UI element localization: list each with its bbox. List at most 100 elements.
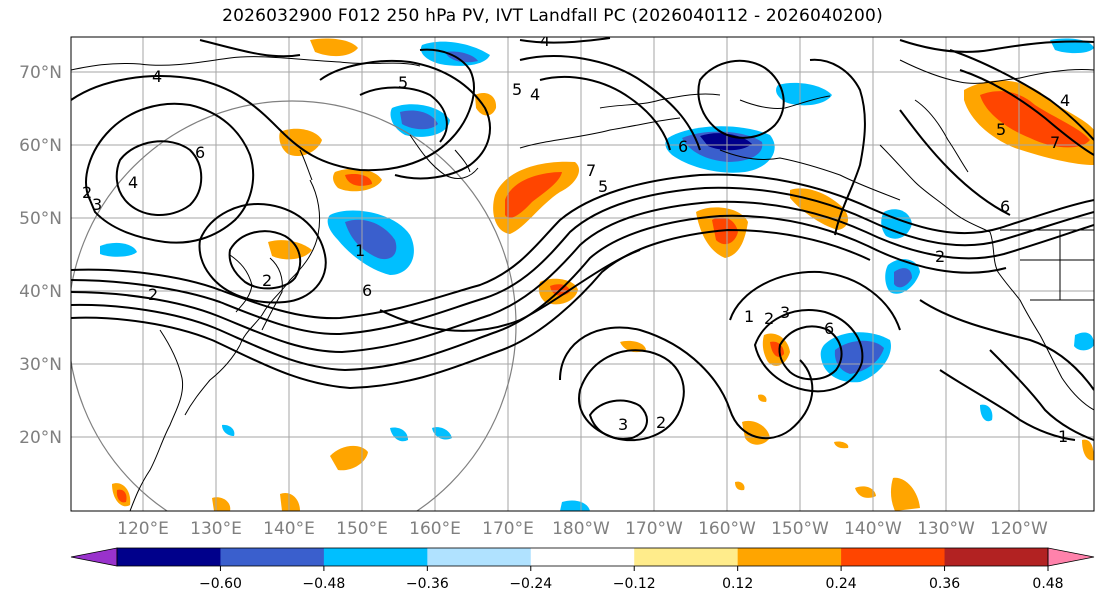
shade-orange-16 (855, 486, 876, 498)
lon-label: 140°E (263, 519, 315, 539)
lat-axis: 70°N 60°N 50°N 40°N 30°N 20°N (19, 63, 62, 448)
contour-label: 1 (744, 307, 754, 326)
contour-label: 2 (262, 271, 272, 290)
lat-label: 70°N (19, 63, 62, 83)
shade-orange-6 (279, 128, 322, 157)
contour-label: 4 (152, 67, 162, 86)
lon-label: 150°W (771, 519, 829, 539)
contour-label: 5 (598, 177, 608, 196)
shade-orange-11 (330, 445, 368, 471)
colorbar-bin (944, 548, 1049, 566)
colorbar-tick-label: −0.12 (613, 576, 656, 592)
shade-blue-15 (560, 500, 590, 511)
colorbar-extend-high (1047, 547, 1095, 567)
colorbar (70, 547, 1095, 567)
shade-blue-13 (432, 427, 452, 440)
shade-blue-5 (776, 82, 832, 106)
contour-label: 1 (1058, 427, 1068, 446)
lon-label: 180°W (552, 519, 610, 539)
lon-label: 160°W (698, 519, 756, 539)
shade-orange-23 (758, 394, 767, 402)
shade-orange-18-core (116, 489, 127, 503)
contour-label: 7 (1050, 133, 1060, 152)
colorbar-bin (634, 548, 739, 566)
colorbar-tick-label: −0.36 (406, 576, 449, 592)
shade-orange-13 (620, 340, 646, 353)
lat-label: 30°N (19, 355, 62, 375)
colorbar-bin (220, 548, 325, 566)
lat-label: 20°N (19, 428, 62, 448)
colorbar-tick-label: 0.24 (826, 576, 857, 592)
shade-orange-5-core (345, 174, 372, 186)
contour-label: 3 (92, 195, 102, 214)
contour-label: 6 (678, 137, 688, 156)
map-title: 2026032900 F012 250 hPa PV, IVT Landfall… (222, 6, 883, 26)
shade-blue-3-core (445, 51, 478, 63)
shade-orange-7 (310, 38, 358, 57)
contour-label: 5 (996, 120, 1006, 139)
lon-axis: 120°E 130°E 140°E 150°E 160°E 170°E 180°… (117, 519, 1048, 539)
colorbar-tick-label: 0.12 (722, 576, 753, 592)
lat-label: 40°N (19, 282, 62, 302)
colorbar-bin (427, 548, 532, 566)
colorbar-bin (737, 548, 842, 566)
colorbar-bin (117, 548, 221, 566)
contour-label: 3 (780, 303, 790, 322)
contour-label: 2 (656, 413, 666, 432)
contour-label: 6 (1000, 197, 1010, 216)
contour-label: 2 (935, 247, 945, 266)
shade-orange-22 (735, 481, 745, 491)
shade-blue-2-core (400, 110, 438, 130)
pv-contours (71, 37, 1094, 442)
contour-label: 3 (618, 415, 628, 434)
lon-label: 170°W (625, 519, 683, 539)
lon-label: 140°W (844, 519, 902, 539)
shade-orange-20 (834, 441, 849, 449)
colorbar-outline (116, 547, 1049, 567)
colorbar-bin (530, 548, 635, 566)
lon-label: 120°E (117, 519, 169, 539)
shade-blue-16 (222, 424, 235, 436)
lon-label: 150°E (336, 519, 388, 539)
plot-area (71, 37, 1094, 511)
lon-label: 120°W (990, 519, 1048, 539)
shade-orange-19 (280, 492, 300, 511)
shade-blue-10 (1074, 332, 1094, 351)
lon-label: 130°W (917, 519, 975, 539)
range-circle (71, 100, 517, 511)
shade-orange-1-core (505, 172, 562, 218)
shade-blue-6-core (834, 340, 884, 374)
contour-label: 2 (764, 309, 774, 328)
contour-label: 2 (148, 285, 158, 304)
colorbar-tick-label: 0.48 (1032, 576, 1063, 592)
colorbar-tick-label: 0.36 (929, 576, 960, 592)
colorbar-ticks: −0.60 −0.48 −0.36 −0.24 −0.12 0.12 0.24 0.36 0.4… (199, 566, 1064, 592)
contour-label: 4 (128, 173, 138, 192)
contour-label: 7 (586, 161, 596, 180)
contour-label: 2 (82, 183, 92, 202)
colorbar-bin (841, 548, 946, 566)
lon-label: 170°E (482, 519, 534, 539)
contour-label: 5 (512, 80, 522, 99)
shade-blue-12 (980, 404, 993, 422)
plot-frame (70, 36, 1095, 512)
shade-orange-17 (1082, 439, 1094, 461)
lat-label: 50°N (19, 209, 62, 229)
colorbar-tick-label: −0.24 (509, 576, 552, 592)
shade-orange-12 (268, 240, 312, 260)
shade-blue-1-core (345, 219, 397, 260)
lon-label: 160°E (409, 519, 461, 539)
contour-label: 6 (362, 281, 372, 300)
shade-blue-7-core (894, 268, 912, 288)
lon-label: 130°E (190, 519, 242, 539)
contour-label-group: 4 6 2 3 4 5 4 5 4 2 6 1 2 6 7 5 3 2 1 2 … (82, 31, 1070, 446)
shade-orange-21 (212, 497, 231, 511)
colorbar-bin (323, 548, 428, 566)
contour-label: 4 (530, 85, 540, 104)
colorbar-tick-label: −0.60 (199, 576, 242, 592)
lat-label: 60°N (19, 136, 62, 156)
shade-orange-8 (475, 92, 497, 116)
contour-label: 4 (540, 31, 550, 50)
shade-blue-14 (390, 427, 408, 442)
